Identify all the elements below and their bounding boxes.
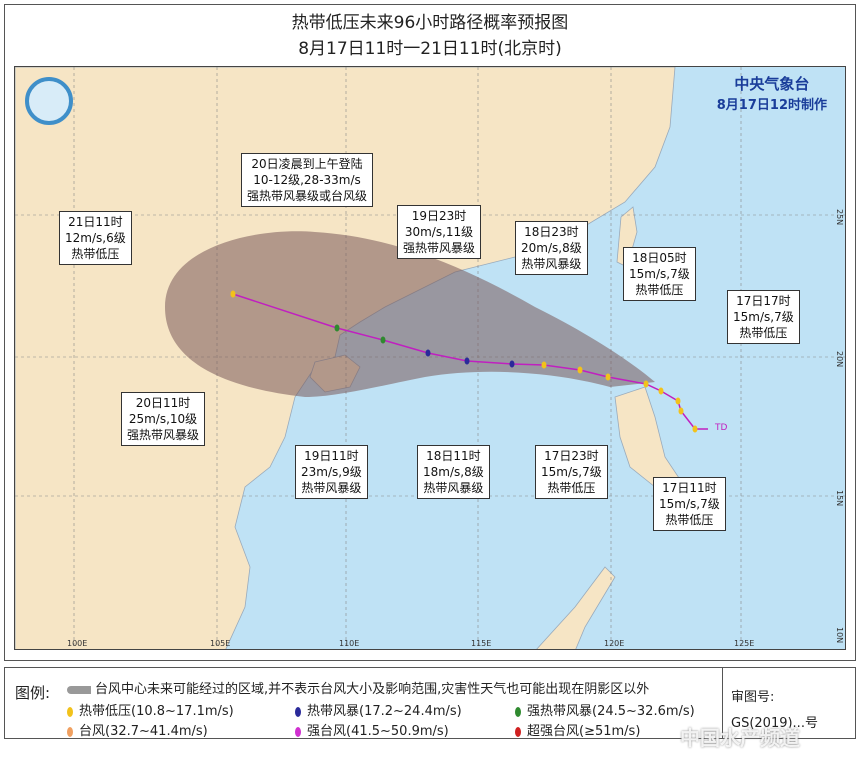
lat-tick: 25N — [835, 209, 844, 226]
typhoon-symbol-icon — [515, 706, 521, 717]
label-21d11h: 21日11时 12m/s,6级 热带低压 — [59, 211, 132, 265]
legend-item: 强台风(41.5~50.9m/s) — [295, 720, 449, 739]
legend-cone-text: 台风中心未来可能经过的区域,并不表示台风大小及影响范围,灾害性天气也可能出现在阴… — [95, 682, 650, 697]
lon-tick: 100E — [67, 639, 88, 648]
review-number: GS(2019)...号 — [731, 716, 818, 731]
cma-logo — [25, 77, 73, 125]
legend-cone: 台风中心未来可能经过的区域,并不表示台风大小及影响范围,灾害性天气也可能出现在阴… — [67, 678, 649, 697]
label-19d23h: 19日23时 30m/s,11级 强热带风暴级 — [397, 205, 482, 259]
td-marker: TD — [715, 423, 728, 433]
label-18d05h: 18日05时 15m/s,7级 热带低压 — [623, 247, 696, 301]
lat-tick: 20N — [835, 351, 844, 368]
legend: 图例: 台风中心未来可能经过的区域,并不表示台风大小及影响范围,灾害性天气也可能… — [4, 667, 856, 739]
agency-name: 中央气象台 — [734, 75, 810, 93]
legend-item: 台风(32.7~41.4m/s) — [67, 720, 208, 739]
legend-heading: 图例: — [15, 684, 51, 702]
typhoon-symbol-icon — [295, 726, 301, 737]
legend-item: 热带低压(10.8~17.1m/s) — [67, 700, 234, 719]
legend-item: 超强台风(≥51m/s) — [515, 720, 640, 739]
lon-tick: 110E — [339, 639, 360, 648]
legend-item: 热带风暴(17.2~24.4m/s) — [295, 700, 462, 719]
lat-tick: 15N — [835, 490, 844, 507]
lat-tick: 10N — [835, 627, 844, 644]
lon-tick: 120E — [604, 639, 625, 648]
label-19d11h: 19日11时 23m/s,9级 热带风暴级 — [295, 445, 368, 499]
label-17d23h: 17日23时 15m/s,7级 热带低压 — [535, 445, 608, 499]
typhoon-symbol-icon — [295, 706, 301, 717]
review-label: 审图号: — [731, 690, 775, 705]
map-frame — [4, 4, 856, 661]
label-17d17h: 17日17时 15m/s,7级 热带低压 — [727, 290, 800, 344]
map-title: 热带低压未来96小时路径概率预报图 — [291, 13, 569, 33]
typhoon-symbol-icon — [515, 726, 521, 737]
watermark: 中国水产频道 — [680, 726, 800, 750]
label-landfall: 20日凌晨到上午登陆 10-12级,28-33m/s 强热带风暴级或台风级 — [241, 153, 374, 207]
lon-tick: 105E — [210, 639, 231, 648]
label-17d11h: 17日11时 15m/s,7级 热带低压 — [653, 477, 726, 531]
agency-block: 中央气象台 8月17日12时制作 — [717, 73, 827, 113]
label-18d11h: 18日11时 18m/s,8级 热带风暴级 — [417, 445, 490, 499]
borneo-palawan — [536, 566, 616, 649]
lon-tick: 115E — [471, 639, 492, 648]
label-20d11h: 20日11时 25m/s,10级 强热带风暴级 — [121, 392, 206, 446]
probability-cone — [165, 231, 655, 397]
legend-divider — [722, 668, 723, 738]
forecast-map: 中央气象台 8月17日12时制作 100E 105E 110E 115E 120… — [14, 66, 846, 650]
lon-tick: 125E — [734, 639, 755, 648]
legend-item: 强热带风暴(24.5~32.6m/s) — [515, 700, 695, 719]
map-canvas — [15, 67, 845, 649]
issue-time: 8月17日12时制作 — [716, 98, 827, 113]
typhoon-symbol-icon — [67, 726, 73, 737]
map-subtitle: 8月17日11时一21日11时(北京时) — [298, 39, 562, 59]
typhoon-symbol-icon — [67, 706, 73, 717]
cone-icon — [67, 685, 91, 694]
label-18d23h: 18日23时 20m/s,8级 热带风暴级 — [515, 221, 588, 275]
